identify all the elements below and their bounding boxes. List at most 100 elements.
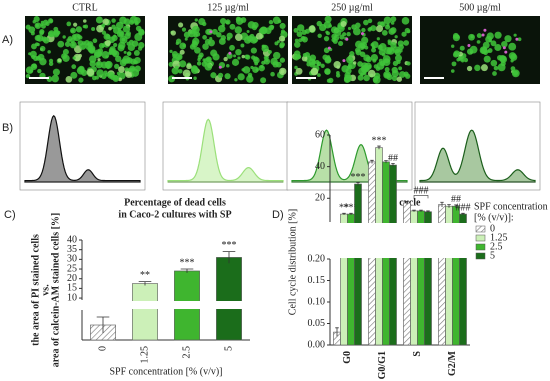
cell	[235, 16, 241, 22]
cell	[126, 57, 133, 64]
y-tick-label: 40	[315, 161, 325, 172]
cell	[133, 49, 140, 56]
cell	[113, 42, 118, 48]
cell	[317, 73, 321, 78]
cell	[191, 25, 200, 34]
cell	[36, 42, 40, 47]
cell	[109, 74, 116, 81]
cell	[367, 69, 376, 78]
cell	[357, 61, 363, 67]
cell	[202, 43, 209, 50]
cell	[467, 48, 474, 55]
cell	[485, 35, 493, 43]
significance: ***	[222, 240, 237, 251]
cell	[103, 70, 108, 75]
cell	[226, 52, 233, 59]
cell	[226, 63, 230, 68]
cell	[183, 31, 191, 38]
cell	[119, 59, 127, 67]
cell	[483, 55, 491, 63]
cell	[204, 38, 211, 45]
cell	[254, 61, 259, 66]
cell	[244, 54, 249, 60]
cell	[235, 48, 242, 56]
cell	[349, 51, 355, 57]
error-bar	[419, 209, 423, 212]
cell	[301, 55, 308, 62]
dead-cell	[345, 37, 349, 41]
cell	[229, 23, 236, 30]
cell	[406, 29, 411, 34]
cell	[391, 75, 398, 82]
cell	[73, 22, 78, 27]
cell	[118, 66, 125, 73]
cell	[346, 31, 351, 37]
cell	[175, 41, 179, 46]
cell	[259, 26, 268, 35]
cell	[233, 54, 237, 58]
cell	[456, 57, 461, 62]
cell	[220, 17, 227, 25]
cell	[114, 63, 120, 69]
error-bar	[461, 212, 465, 215]
cell	[494, 31, 502, 39]
legend-label: 5	[490, 250, 495, 261]
significance: ###	[414, 186, 429, 197]
cell	[102, 18, 109, 26]
chart-title: Cell cycle	[380, 197, 421, 208]
cell	[401, 31, 407, 37]
error-bar	[405, 201, 409, 205]
y-tick-label: 0.15	[308, 275, 326, 286]
cell	[466, 65, 473, 72]
error-bar	[356, 182, 360, 186]
cell	[451, 61, 457, 67]
cell	[31, 63, 37, 69]
cell	[91, 26, 96, 32]
error-bar	[377, 145, 381, 150]
dead-cell	[515, 37, 519, 41]
cell	[182, 43, 186, 48]
cell	[184, 37, 188, 41]
dead-cell	[502, 46, 506, 50]
cell	[105, 33, 111, 40]
cell	[263, 56, 268, 60]
legend-swatch	[475, 234, 486, 242]
cell	[101, 23, 106, 28]
cell	[364, 62, 372, 71]
cell	[279, 22, 286, 30]
y-tick-label: 0.10	[308, 296, 326, 307]
cell	[62, 35, 66, 39]
legend-label: 0	[490, 223, 495, 234]
cell	[371, 41, 379, 49]
x-tick-label: 2.5	[181, 346, 192, 359]
significance-bracket	[413, 195, 429, 199]
cell	[96, 24, 104, 33]
cell	[261, 60, 266, 65]
cell	[501, 40, 508, 48]
cell	[101, 30, 107, 35]
panel-label: C)	[4, 209, 16, 221]
cell	[276, 40, 280, 44]
cell	[96, 69, 104, 77]
cell	[202, 35, 207, 40]
cell	[111, 18, 116, 23]
cell	[52, 68, 60, 76]
cell	[304, 28, 311, 34]
cell	[394, 35, 398, 39]
image-label: 500 µg/ml	[459, 2, 501, 13]
cell	[324, 68, 331, 75]
cell	[480, 47, 488, 54]
error-bar	[342, 212, 346, 215]
significance: ##	[388, 153, 398, 164]
error-bar	[349, 212, 353, 215]
cell	[493, 65, 499, 71]
histogram-curve	[167, 118, 284, 183]
cell	[57, 40, 65, 48]
cell	[246, 75, 254, 83]
cell	[347, 26, 352, 31]
error-bar	[180, 268, 194, 273]
cell	[82, 24, 87, 29]
cell	[404, 73, 411, 79]
cell	[263, 58, 271, 65]
